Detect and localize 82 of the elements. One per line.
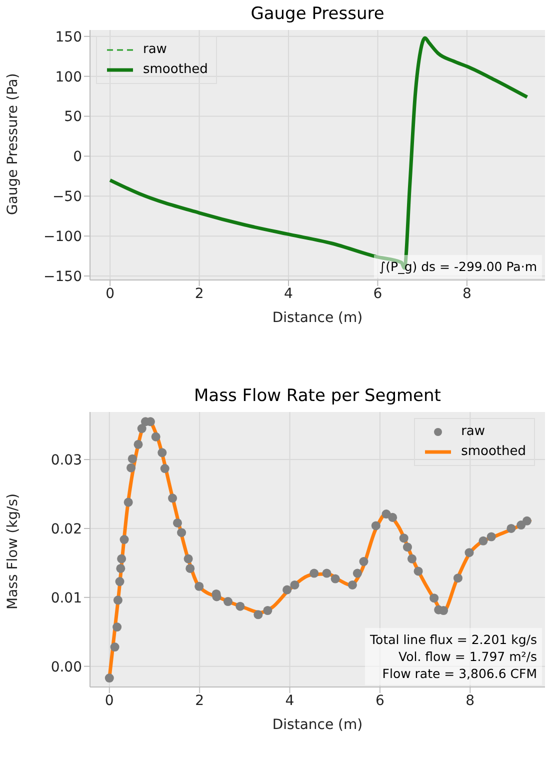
point — [310, 568, 319, 578]
x-tick-label: 0 — [106, 286, 115, 302]
x-tick-label: 2 — [195, 692, 204, 709]
point — [128, 454, 137, 464]
y-tick-label: 0 — [73, 149, 82, 166]
legend-label: smoothed — [143, 61, 208, 79]
point — [117, 554, 126, 564]
point — [254, 610, 263, 620]
point — [172, 518, 182, 528]
point — [402, 542, 412, 552]
point — [506, 524, 516, 533]
chart-title: Gauge Pressure — [250, 4, 386, 24]
point — [116, 564, 126, 573]
point — [112, 622, 122, 632]
point — [282, 585, 292, 594]
y-tick-label: 0.02 — [50, 521, 82, 538]
y-tick-label: 0.00 — [50, 659, 82, 676]
x-tick-label: 4 — [284, 286, 294, 302]
chart-title: Mass Flow Rate per Segment — [193, 386, 442, 406]
point — [322, 568, 332, 578]
point — [371, 521, 380, 530]
annotation: Total line flux = 2.201 kg/s — [370, 632, 537, 647]
point — [137, 424, 146, 434]
point — [348, 580, 357, 590]
point — [399, 534, 408, 543]
y-axis-title: Gauge Pressure (Pa) — [4, 73, 21, 215]
point — [194, 582, 204, 591]
point — [407, 554, 416, 564]
y-axis-title: Mass Flow (kg/s) — [4, 493, 21, 610]
legend-label: smoothed — [461, 443, 526, 461]
x-tick-label: 2 — [194, 286, 204, 302]
y-tick-label: 50 — [64, 109, 82, 126]
y-tick-label: −50 — [52, 189, 82, 206]
point — [113, 596, 122, 605]
point — [414, 566, 423, 576]
legend-label: raw — [461, 423, 486, 441]
x-tick-label: 8 — [466, 692, 475, 709]
point — [352, 568, 362, 578]
legend-label: raw — [143, 41, 167, 59]
x-tick-label: 0 — [104, 692, 114, 709]
point — [168, 494, 178, 503]
point — [263, 606, 272, 615]
x-tick-label: 4 — [285, 692, 294, 709]
annotation: ∫(P_g) ds = -299.00 Pa·m — [379, 259, 537, 274]
point — [134, 440, 143, 449]
x-tick-label: 6 — [375, 692, 384, 709]
point — [430, 594, 439, 603]
point — [126, 463, 136, 472]
x-tick-label: 8 — [462, 286, 472, 302]
point — [330, 574, 340, 584]
point — [104, 674, 114, 683]
point — [110, 642, 120, 652]
point — [160, 464, 170, 474]
point — [290, 580, 300, 590]
point — [151, 432, 160, 442]
y-tick-label: 100 — [55, 69, 82, 86]
point — [522, 516, 532, 526]
point — [223, 597, 232, 606]
point — [453, 574, 462, 583]
y-tick-label: −100 — [44, 229, 82, 246]
point — [120, 535, 129, 544]
y-tick-label: −150 — [44, 268, 82, 285]
annotation: Flow rate = 3,806.6 CFM — [382, 666, 537, 681]
point — [464, 548, 474, 558]
x-axis-title: Distance (m) — [272, 310, 363, 326]
point — [236, 602, 245, 611]
point — [184, 554, 193, 564]
point — [124, 498, 133, 507]
annotation: Vol. flow = 1.797 m²/s — [398, 649, 537, 664]
point — [177, 528, 186, 538]
point — [486, 532, 496, 542]
point — [478, 536, 488, 546]
y-tick-label: 0.01 — [50, 590, 82, 606]
y-tick-label: 150 — [55, 29, 82, 46]
point — [158, 448, 167, 458]
x-tick-label: 6 — [373, 286, 382, 302]
point — [186, 564, 195, 573]
point — [388, 512, 398, 522]
point — [359, 557, 368, 566]
point — [115, 577, 124, 586]
y-tick-label: 0.03 — [50, 452, 82, 469]
x-axis-title: Distance (m) — [272, 717, 363, 733]
